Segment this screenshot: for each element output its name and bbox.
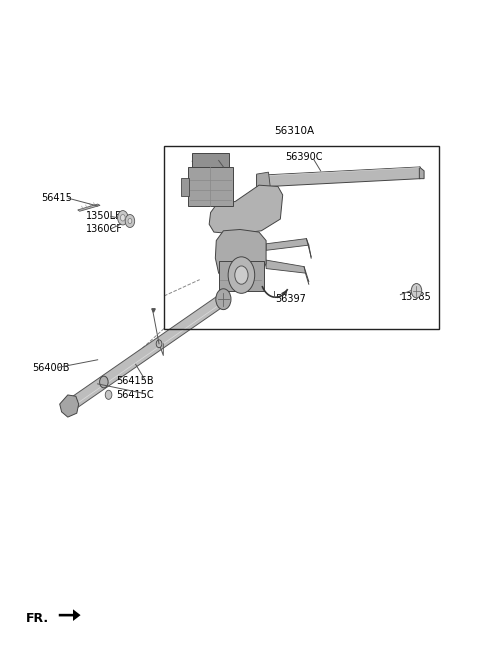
Text: 56415B: 56415B xyxy=(116,376,153,386)
Polygon shape xyxy=(60,395,79,417)
Polygon shape xyxy=(209,185,283,234)
Text: 56400B: 56400B xyxy=(32,363,70,373)
Text: 56415: 56415 xyxy=(41,193,72,203)
Bar xyxy=(180,178,189,196)
Circle shape xyxy=(99,376,108,388)
Circle shape xyxy=(105,390,112,399)
Circle shape xyxy=(235,266,248,284)
Circle shape xyxy=(156,340,162,348)
Polygon shape xyxy=(68,294,226,411)
Text: 56390C: 56390C xyxy=(285,152,323,162)
Circle shape xyxy=(128,218,132,223)
Circle shape xyxy=(120,214,125,221)
Circle shape xyxy=(118,211,128,225)
Bar xyxy=(188,167,233,206)
Circle shape xyxy=(228,257,255,293)
Polygon shape xyxy=(216,229,266,284)
Text: 1350LE: 1350LE xyxy=(86,212,122,221)
Bar xyxy=(192,152,229,167)
Bar xyxy=(164,146,439,328)
Polygon shape xyxy=(78,204,100,212)
Text: 56397: 56397 xyxy=(276,294,306,304)
Polygon shape xyxy=(257,167,420,187)
Polygon shape xyxy=(257,172,271,192)
Polygon shape xyxy=(266,238,309,250)
Polygon shape xyxy=(266,260,305,273)
Polygon shape xyxy=(59,609,81,621)
Text: 13385: 13385 xyxy=(401,292,432,302)
Text: FR.: FR. xyxy=(25,612,48,625)
Text: 56415C: 56415C xyxy=(116,390,153,400)
Text: 56310A: 56310A xyxy=(275,126,314,136)
Circle shape xyxy=(411,284,422,298)
Text: 1360CF: 1360CF xyxy=(86,225,123,235)
Circle shape xyxy=(125,214,135,227)
Bar xyxy=(219,261,264,290)
Polygon shape xyxy=(420,167,424,179)
Text: 56370C: 56370C xyxy=(190,154,228,164)
Circle shape xyxy=(216,289,231,309)
